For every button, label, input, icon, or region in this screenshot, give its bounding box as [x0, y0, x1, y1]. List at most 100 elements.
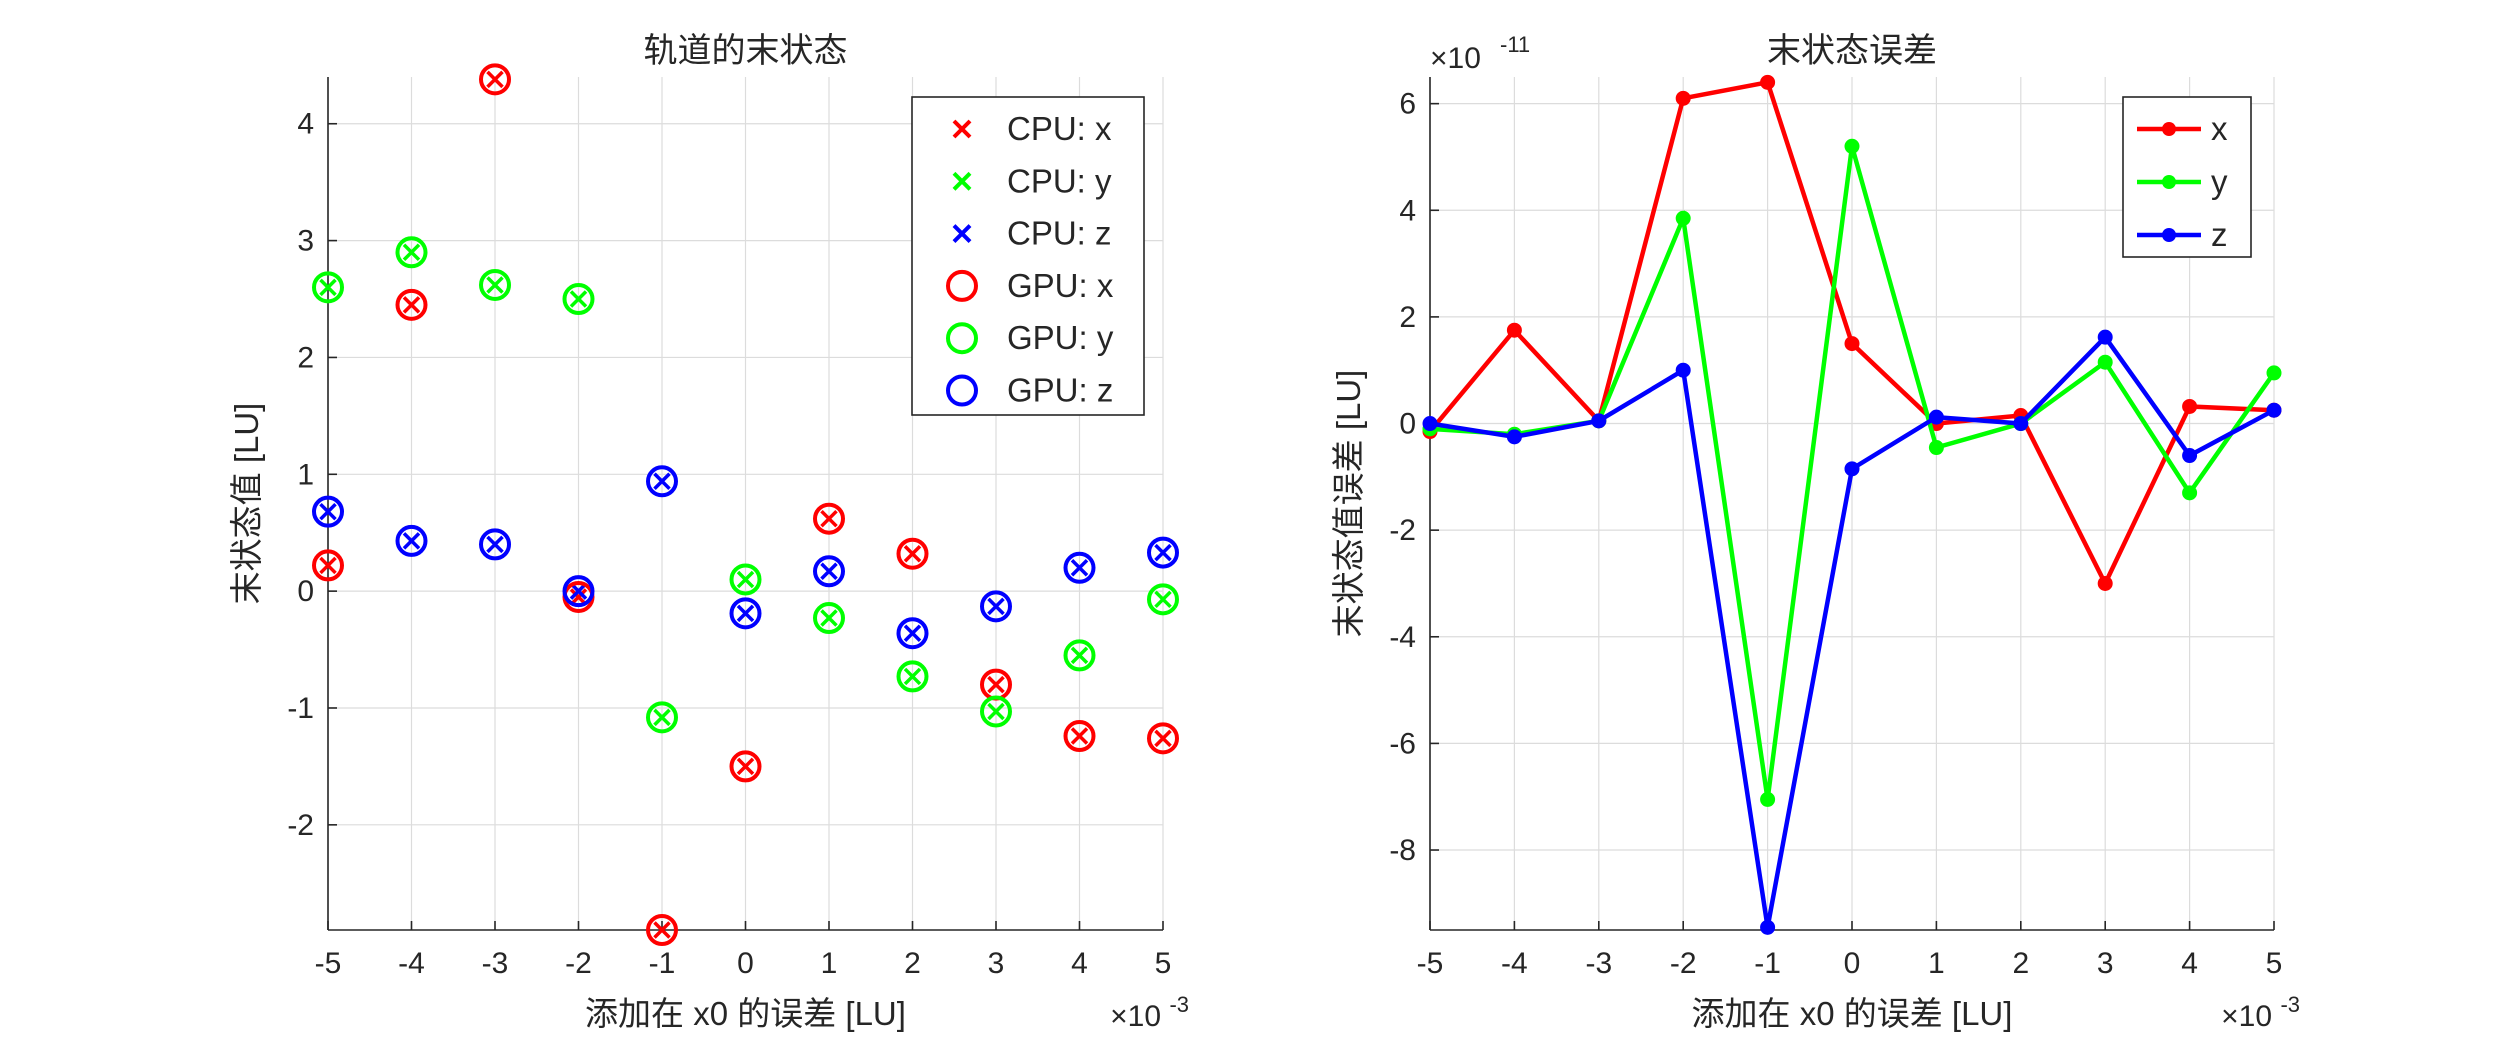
x-exponent-label: ×10 — [2221, 1000, 2272, 1033]
x-tick-label: -4 — [398, 947, 425, 980]
data-point-circle-marker — [646, 701, 678, 734]
data-point-dot — [1591, 413, 1607, 429]
data-point-dot — [1928, 409, 1944, 425]
x-tick-label: -1 — [649, 947, 676, 980]
x-tick-label: 2 — [2012, 947, 2029, 980]
data-point-dot — [2266, 402, 2282, 418]
y-tick-label: 6 — [1399, 88, 1416, 121]
data-point-circle-marker — [395, 524, 428, 557]
x-exponent-power: -3 — [2280, 992, 2300, 1017]
x-tick-label: 3 — [988, 947, 1005, 980]
data-point-dot — [2182, 448, 2198, 464]
series-cpu-x — [319, 70, 1172, 939]
legend-x-marker — [952, 171, 972, 191]
data-point-circle-marker — [980, 590, 1012, 623]
data-point-circle-marker — [729, 750, 762, 783]
data-point-circle-marker — [395, 236, 428, 269]
y-tick-label: -1 — [287, 692, 314, 725]
data-point-dot — [2182, 485, 2198, 501]
data-point-dot — [1844, 336, 1860, 352]
x-tick-label: -1 — [1754, 947, 1781, 980]
data-point-x-marker — [987, 675, 1005, 694]
data-point-circle-marker — [980, 695, 1012, 728]
data-point-dot — [1844, 138, 1860, 154]
legend-label: GPU: z — [1007, 372, 1113, 409]
data-point-circle-marker — [813, 555, 845, 588]
data-point-dot — [1760, 919, 1776, 935]
data-point-circle-marker — [312, 271, 344, 304]
data-point-x-marker — [486, 276, 504, 294]
legend-box — [911, 96, 1145, 416]
legend-item: z — [2137, 216, 2228, 253]
data-point-x-marker — [903, 545, 922, 563]
data-point-circle-marker — [1063, 639, 1096, 672]
data-point-x-marker — [653, 921, 671, 939]
data-point-dot — [1675, 210, 1691, 226]
data-point-x-marker — [736, 604, 755, 623]
y-tick-label: -2 — [287, 809, 314, 842]
chart-title: 末状态误差 — [1767, 32, 1937, 70]
x-exponent-power: -3 — [1169, 992, 1189, 1017]
legend-item: y — [2137, 163, 2228, 200]
y-tick-label: -6 — [1389, 727, 1416, 760]
data-point-circle-marker — [312, 549, 344, 582]
data-point-x-marker — [820, 509, 838, 528]
data-point-x-marker — [987, 702, 1005, 721]
data-point-x-marker — [1070, 646, 1089, 665]
data-point-x-marker — [1154, 543, 1172, 562]
legend-label: GPU: y — [1007, 319, 1114, 356]
data-point-circle-marker — [813, 602, 845, 635]
data-point-circle-marker — [479, 63, 511, 96]
x-tick-label: 1 — [821, 947, 838, 980]
chart-title: 轨道的末状态 — [644, 32, 848, 70]
data-point-dot — [2013, 416, 2029, 432]
legend-circle-marker — [946, 322, 978, 355]
data-point-circle-marker — [646, 465, 678, 498]
data-point-x-marker — [319, 278, 337, 297]
x-tick-label: -5 — [1417, 947, 1444, 980]
data-point-circle-marker — [312, 495, 344, 528]
data-point-dot — [1760, 74, 1776, 90]
legend-item: GPU: z — [946, 372, 1113, 409]
data-point-x-marker — [486, 535, 504, 554]
data-point-x-marker — [820, 562, 838, 581]
data-point-circle-marker — [1147, 722, 1179, 755]
data-point-dot — [2097, 575, 2113, 591]
legend-x-marker — [952, 224, 972, 244]
x-tick-label: 2 — [904, 947, 921, 980]
x-tick-label: -4 — [1501, 947, 1528, 980]
data-point-circle-marker — [479, 528, 511, 561]
y-tick-label: 3 — [297, 225, 314, 258]
legend-label: CPU: z — [1007, 215, 1112, 252]
legend-label: GPU: x — [1007, 267, 1114, 304]
y-tick-label: -8 — [1389, 834, 1416, 867]
data-point-circle-marker — [896, 660, 929, 693]
y-tick-label: 4 — [1399, 194, 1416, 227]
legend-x-marker — [952, 119, 972, 139]
series-z — [1422, 329, 2282, 935]
data-point-x-marker — [820, 609, 838, 627]
data-point-x-marker — [319, 502, 337, 521]
data-point-circle-marker — [1147, 536, 1179, 569]
y-tick-label: 4 — [297, 108, 314, 141]
x-tick-label: 3 — [2097, 947, 2114, 980]
legend-label: y — [2211, 163, 2228, 200]
series-gpu-z — [312, 465, 1179, 650]
y-axis-label: 末状态值 [LU] — [228, 403, 265, 605]
data-point-dot — [2097, 329, 2113, 345]
y-tick-label: 1 — [297, 458, 314, 491]
data-point-circle-marker — [646, 914, 678, 946]
data-point-x-marker — [736, 757, 755, 776]
y-tick-label: 2 — [297, 341, 314, 374]
legend-label: z — [2211, 216, 2228, 253]
legend-item: CPU: x — [952, 110, 1112, 147]
data-point-dot — [1760, 791, 1776, 807]
legend-item: CPU: y — [952, 162, 1112, 199]
data-point-x-marker — [987, 597, 1005, 616]
legend-dot — [2162, 122, 2176, 136]
data-point-x-marker — [1070, 727, 1089, 745]
x-tick-label: 5 — [1155, 947, 1172, 980]
data-point-x-marker — [1070, 559, 1089, 577]
data-point-x-marker — [402, 296, 421, 314]
